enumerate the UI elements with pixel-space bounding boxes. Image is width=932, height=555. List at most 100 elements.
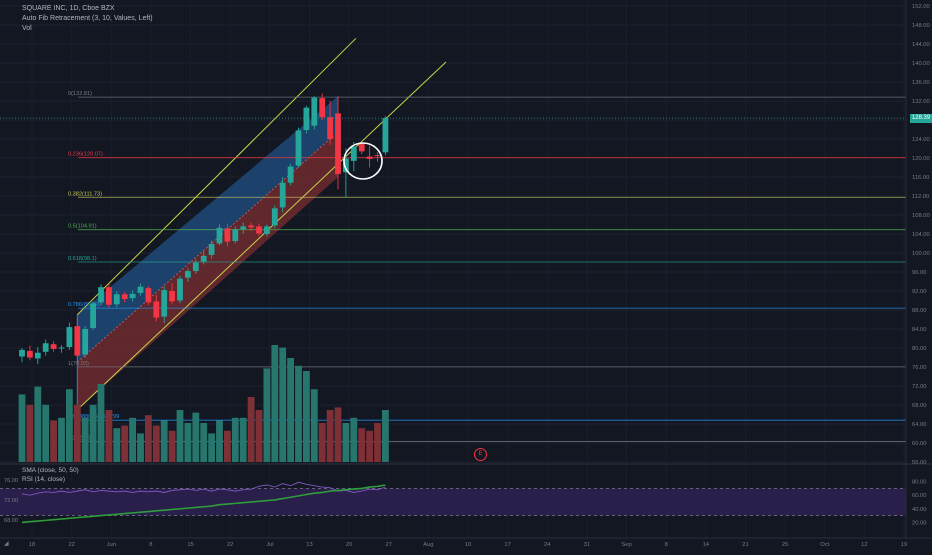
symbol-title[interactable]: SQUARE INC, 1D, Cboe BZX [22, 5, 115, 12]
candle-body [287, 166, 294, 183]
candle-body [335, 113, 341, 175]
sma-label[interactable]: SMA (close, 50, 50) [22, 467, 79, 474]
volume-bar [200, 423, 208, 462]
candle-body [350, 146, 357, 161]
price-tick-label: 88.00 [912, 308, 927, 314]
volume-indicator-label[interactable]: Vol [22, 25, 32, 32]
volume-bar [137, 433, 144, 462]
time-tick-label: 24 [544, 542, 551, 548]
time-tick-label: 22 [68, 542, 74, 548]
candle-body [303, 107, 310, 130]
price-tick-label: 92.00 [912, 289, 927, 295]
channel-lower-line [76, 61, 447, 411]
volume-bar [97, 384, 105, 462]
tradingview-logo-icon[interactable]: ◢ [4, 541, 9, 547]
candle-body [248, 225, 254, 228]
channel-lower-fill [77, 131, 339, 410]
price-tick-label: 64.00 [912, 422, 927, 428]
volume-bar [121, 425, 129, 462]
volume-bar [152, 425, 160, 462]
rsi-left-value: 68.00 [4, 518, 18, 524]
fib-label: 0.786(88.39) [68, 302, 100, 308]
volume-bar [358, 428, 366, 462]
regression-channel [76, 37, 447, 411]
chart-legend: SQUARE INC, 1D, Cboe BZX Auto Fib Retrac… [22, 4, 153, 34]
candle-body [240, 226, 247, 230]
candle-body [82, 329, 89, 355]
candle-body [256, 226, 262, 234]
candle-body [27, 350, 33, 358]
rsi-pane: 80.00 60.00 40.00 20.00 76.00 72.00 68.00 [0, 463, 932, 526]
earnings-marker[interactable]: E [474, 448, 487, 461]
volume-bar [279, 347, 287, 462]
price-tick-label: 132.00 [912, 99, 930, 105]
time-tick-label: 12 [861, 542, 867, 548]
candle-body [50, 344, 57, 349]
time-tick-label: 17 [504, 542, 510, 548]
candle-body [169, 291, 175, 302]
volume-bar [168, 430, 176, 462]
candle-body [279, 182, 286, 208]
volume-bar [34, 386, 42, 462]
candle-body [374, 155, 381, 157]
candle-body [358, 143, 365, 152]
channel-mid-line [76, 131, 339, 363]
time-tick-label: Aug [423, 542, 433, 548]
candle-body [145, 288, 152, 303]
fib-label: 0.5(104.91) [68, 224, 97, 230]
volume-bar [192, 412, 200, 462]
volume-bar [66, 389, 73, 462]
volume-bar [231, 417, 239, 462]
fib-indicator-label[interactable]: Auto Fib Retracement (3, 10, Values, Lef… [22, 15, 153, 22]
fib-label: 0(132.81) [68, 91, 92, 97]
price-tick-label: 100.00 [912, 251, 930, 257]
time-tick-label: Sep [621, 542, 631, 548]
volume-bar [326, 410, 334, 462]
time-tick-label: 8 [665, 542, 668, 548]
candle-body [366, 156, 373, 159]
candle-body [295, 130, 302, 166]
rsi-band [0, 488, 906, 516]
volume-bar [366, 430, 373, 462]
candle-body [129, 293, 136, 299]
candle-body [382, 118, 389, 153]
price-tick-label: 56.00 [912, 460, 927, 466]
time-tick-label: 25 [782, 542, 788, 548]
volume-bar [81, 417, 89, 462]
candle-body [161, 290, 168, 317]
time-tick-label: 21 [742, 542, 748, 548]
volume-bar [263, 368, 271, 462]
time-tick-label: 13 [306, 542, 312, 548]
price-tick-label: 104.00 [912, 232, 930, 238]
rsi-legend: SMA (close, 50, 50) RSI (14, close) [22, 466, 79, 484]
time-tick-label: 10 [465, 542, 471, 548]
time-tick-label: 22 [227, 542, 233, 548]
volume-bar [342, 423, 350, 462]
price-tick-label: 60.00 [912, 441, 927, 447]
candle-body [224, 228, 231, 242]
rsi-tick-label: 40.00 [912, 507, 927, 513]
time-tick-label: 27 [386, 542, 392, 548]
time-tick-label: Oct [820, 542, 829, 548]
candle-body [208, 243, 215, 255]
rsi-tick-label: 60.00 [912, 493, 927, 499]
candle-body [42, 343, 49, 352]
volume-bar [271, 345, 279, 462]
price-tick-label: 68.00 [912, 403, 927, 409]
volume-bar [176, 410, 184, 462]
candle-body [200, 255, 207, 262]
price-tick-label: 80.00 [912, 346, 927, 352]
current-price-tag: 128.39 [910, 113, 932, 123]
volume-bar [310, 389, 318, 462]
price-tick-label: 84.00 [912, 327, 927, 333]
volume-bar [113, 428, 121, 462]
price-tick-label: 108.00 [912, 213, 930, 219]
candle-body [90, 303, 96, 329]
channel-upper-fill [77, 96, 339, 363]
rsi-label[interactable]: RSI (14, close) [22, 476, 65, 483]
price-tick-label: 140.00 [912, 61, 930, 67]
price-tick-label: 76.00 [912, 365, 927, 371]
candle-body [58, 347, 65, 349]
